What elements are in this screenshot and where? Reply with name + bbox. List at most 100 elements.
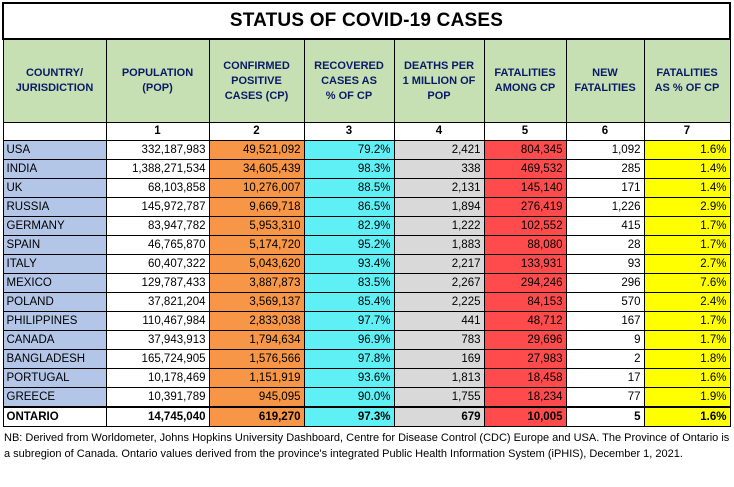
new-fatalities-cell: 1,226 (565, 197, 645, 217)
table-row: INDIA 1,388,271,534 34,605,439 98.3% 338 469,… (2, 159, 731, 179)
covid-status-table-container: STATUS OF COVID-19 CASES COUNTRY/JURISDI… (2, 2, 731, 427)
recovered-pct-cell: 96.9% (303, 330, 395, 350)
recovered-pct-cell: 86.5% (303, 197, 395, 217)
recovered-pct-cell: 93.4% (303, 254, 395, 274)
new-fatalities-cell: 1,092 (565, 140, 645, 160)
population-cell: 332,187,983 (105, 140, 210, 160)
population-cell: 60,407,322 (105, 254, 210, 274)
population-cell: 10,178,469 (105, 368, 210, 388)
fatalities-cell: 133,931 (483, 254, 567, 274)
column-number: 4 (393, 122, 485, 141)
population-cell: 165,724,905 (105, 349, 210, 369)
confirmed-cases-cell: 34,605,439 (208, 159, 305, 179)
deaths-per-million-cell: 1,894 (393, 197, 485, 217)
table-row: PHILIPPINES 110,467,984 2,833,038 97.7% 441 4… (2, 311, 731, 331)
recovered-pct-cell: 83.5% (303, 273, 395, 293)
population-cell: 46,765,870 (105, 235, 210, 255)
population-cell: 110,467,984 (105, 311, 210, 331)
table-row: CANADA 37,943,913 1,794,634 96.9% 783 29,696 9… (2, 330, 731, 350)
confirmed-cases-cell: 1,151,919 (208, 368, 305, 388)
deaths-per-million-cell: 1,883 (393, 235, 485, 255)
fatalities-cell: 10,005 (483, 406, 567, 427)
header-recovered-pct: RECOVERED CASES AS % OF CP (303, 38, 395, 123)
header-line: CONFIRMED (223, 59, 290, 72)
fatalities-cell: 276,419 (483, 197, 567, 217)
fatalities-cell: 102,552 (483, 216, 567, 236)
fatalities-pct-cell: 1.6% (643, 140, 731, 160)
confirmed-cases-cell: 5,953,310 (208, 216, 305, 236)
covid-status-table: STATUS OF COVID-19 CASES COUNTRY/JURISDI… (2, 2, 731, 427)
fatalities-cell: 18,234 (483, 387, 567, 408)
fatalities-pct-cell: 1.4% (643, 159, 731, 179)
country-cell: UK (2, 178, 107, 198)
country-cell: INDIA (2, 159, 107, 179)
recovered-pct-cell: 95.2% (303, 235, 395, 255)
confirmed-cases-cell: 1,794,634 (208, 330, 305, 350)
new-fatalities-cell: 296 (565, 273, 645, 293)
table-row: ITALY 60,407,322 5,043,620 93.4% 2,217 133,93… (2, 254, 731, 274)
column-number: 1 (105, 122, 210, 141)
header-line: NEW (592, 67, 618, 79)
new-fatalities-cell: 9 (565, 330, 645, 350)
country-cell: GREECE (2, 387, 107, 408)
fatalities-pct-cell: 1.9% (643, 387, 731, 408)
table-row: GREECE 10,391,789 945,095 90.0% 1,755 18,234 7… (2, 387, 731, 408)
header-line: POPULATION (121, 67, 194, 79)
header-deaths-per-million: DEATHS PER 1 MILLION OF POP (393, 38, 485, 123)
fatalities-pct-cell: 1.6% (643, 368, 731, 388)
new-fatalities-cell: 93 (565, 254, 645, 274)
confirmed-cases-cell: 10,276,007 (208, 178, 305, 198)
fatalities-pct-cell: 1.7% (643, 311, 731, 331)
source-note: NB: Derived from Worldometer, Johns Hopk… (4, 432, 730, 460)
fatalities-pct-cell: 2.9% (643, 197, 731, 217)
header-line: CASES AS (321, 74, 377, 87)
deaths-per-million-cell: 2,421 (393, 140, 485, 160)
header-row: COUNTRY/JURISDICTION POPULATION (POP) CONFI… (2, 38, 731, 123)
table-title: STATUS OF COVID-19 CASES (2, 2, 731, 40)
header-new-fatalities: NEW FATALITIES (565, 38, 645, 123)
header-line: POP (427, 89, 451, 102)
deaths-per-million-cell: 783 (393, 330, 485, 350)
deaths-per-million-cell: 2,267 (393, 273, 485, 293)
title-row: STATUS OF COVID-19 CASES (2, 2, 731, 40)
header-line: JURISDICTION (15, 82, 94, 94)
country-cell: RUSSIA (2, 197, 107, 217)
table-row: POLAND 37,821,204 3,569,137 85.4% 2,225 84,15… (2, 292, 731, 312)
country-cell: POLAND (2, 292, 107, 312)
recovered-pct-cell: 79.2% (303, 140, 395, 160)
header-line: (POP) (142, 82, 173, 94)
fatalities-cell: 469,532 (483, 159, 567, 179)
country-cell: SPAIN (2, 235, 107, 255)
table-row: UK 68,103,858 10,276,007 88.5% 2,131 145,140 1… (2, 178, 731, 198)
deaths-per-million-cell: 679 (393, 406, 485, 427)
fatalities-pct-cell: 1.8% (643, 349, 731, 369)
fatalities-cell: 804,345 (483, 140, 567, 160)
country-cell: CANADA (2, 330, 107, 350)
table-body: USA 332,187,983 49,521,092 79.2% 2,421 804,34… (2, 140, 731, 427)
table-row: SPAIN 46,765,870 5,174,720 95.2% 1,883 88,080… (2, 235, 731, 255)
header-confirmed-cases: CONFIRMED POSITIVE CASES (CP) (208, 38, 305, 123)
deaths-per-million-cell: 2,131 (393, 178, 485, 198)
table-row: MEXICO 129,787,433 3,887,873 83.5% 2,267 294,… (2, 273, 731, 293)
new-fatalities-cell: 167 (565, 311, 645, 331)
table-row: GERMANY 83,947,782 5,953,310 82.9% 1,222 102,… (2, 216, 731, 236)
table-row: RUSSIA 145,972,787 9,669,718 86.5% 1,894 276,… (2, 197, 731, 217)
column-number: 2 (208, 122, 305, 141)
header-population: POPULATION (POP) (105, 38, 210, 123)
recovered-pct-cell: 85.4% (303, 292, 395, 312)
fatalities-pct-cell: 1.4% (643, 178, 731, 198)
fatalities-cell: 294,246 (483, 273, 567, 293)
header-line: POSITIVE (231, 74, 282, 87)
fatalities-pct-cell: 2.4% (643, 292, 731, 312)
recovered-pct-cell: 90.0% (303, 387, 395, 408)
new-fatalities-cell: 415 (565, 216, 645, 236)
new-fatalities-cell: 285 (565, 159, 645, 179)
deaths-per-million-cell: 1,813 (393, 368, 485, 388)
country-cell: GERMANY (2, 216, 107, 236)
country-cell: ITALY (2, 254, 107, 274)
fatalities-pct-cell: 2.7% (643, 254, 731, 274)
country-cell: ONTARIO (2, 406, 107, 427)
new-fatalities-cell: 28 (565, 235, 645, 255)
deaths-per-million-cell: 2,217 (393, 254, 485, 274)
fatalities-cell: 18,458 (483, 368, 567, 388)
